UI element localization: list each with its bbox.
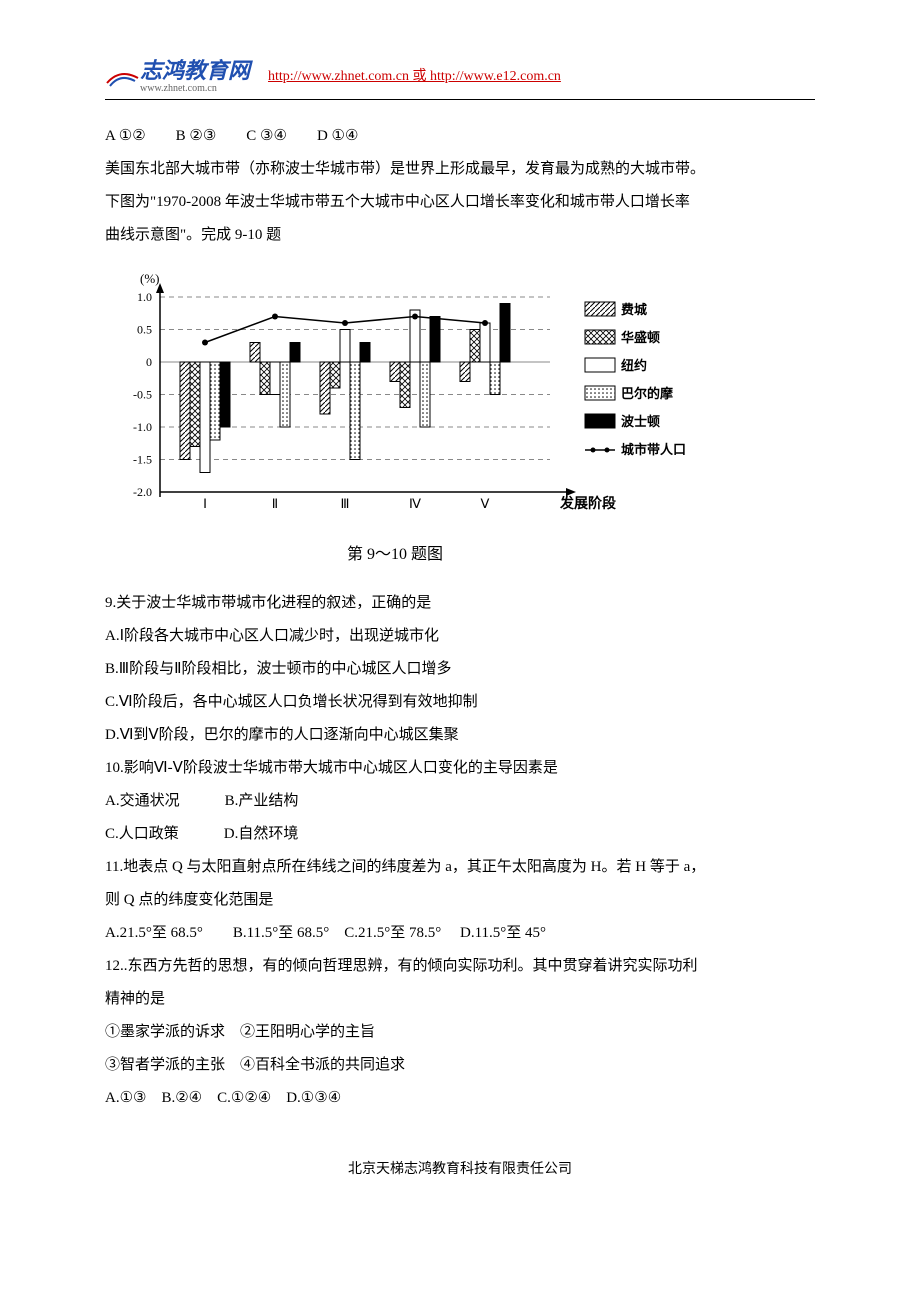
- text-line: B.Ⅲ阶段与Ⅱ阶段相比，波士顿市的中心城区人口增多: [105, 653, 815, 686]
- chart-svg: (%) 1.0 0.5 0 -0.5 -1.0 -1.5 -2.0 Ⅰ Ⅱ Ⅲ Ⅳ Ⅴ 发展阶段 费城华盛顿…: [105, 267, 685, 527]
- svg-text:-2.0: -2.0: [133, 485, 152, 499]
- text-line: C.Ⅵ阶段后，各中心城区人口负增长状况得到有效地抑制: [105, 686, 815, 719]
- svg-text:-1.5: -1.5: [133, 453, 152, 467]
- svg-text:城市带人口增长率曲线: 城市带人口增长率曲线: [621, 442, 685, 457]
- text-line: A.交通状况 B.产业结构: [105, 785, 815, 818]
- text-line: 11.地表点 Q 与太阳直射点所在纬线之间的纬度差为 a，其正午太阳高度为 H。…: [105, 851, 815, 884]
- text-line: 10.影响Ⅵ-Ⅴ阶段波士华城市带大城市中心城区人口变化的主导因素是: [105, 752, 815, 785]
- svg-text:波士顿: 波士顿: [621, 414, 660, 429]
- text-line: D.Ⅵ到Ⅴ阶段，巴尔的摩市的人口逐渐向中心城区集聚: [105, 719, 815, 752]
- text-line: A ①② B ②③ C ③④ D ①④: [105, 120, 815, 153]
- svg-text:Ⅳ: Ⅳ: [409, 496, 421, 511]
- text-line: 精神的是: [105, 983, 815, 1016]
- svg-text:1.0: 1.0: [137, 290, 152, 304]
- svg-text:0.5: 0.5: [137, 323, 152, 337]
- text-line: 12..东西方先哲的思想，有的倾向哲理思辨，有的倾向实际功利。其中贯穿着讲究实际…: [105, 950, 815, 983]
- document-content: A ①② B ②③ C ③④ D ①④ 美国东北部大城市带（亦称波士华城市带）是…: [105, 120, 815, 1115]
- svg-text:Ⅲ: Ⅲ: [341, 496, 350, 511]
- header-divider: [105, 99, 815, 100]
- text-line: A.Ⅰ阶段各大城市中心区人口减少时，出现逆城市化: [105, 620, 815, 653]
- text-line: A.21.5°至 68.5° B.11.5°至 68.5° C.21.5°至 7…: [105, 917, 815, 950]
- chart-caption: 第 9～10 题图: [105, 537, 685, 572]
- text-line: 9.关于波士华城市带城市化进程的叙述，正确的是: [105, 587, 815, 620]
- chart-block: (%) 1.0 0.5 0 -0.5 -1.0 -1.5 -2.0 Ⅰ Ⅱ Ⅲ Ⅳ Ⅴ 发展阶段 费城华盛顿…: [105, 267, 815, 572]
- text-line: 美国东北部大城市带（亦称波士华城市带）是世界上形成最早，发育最为成熟的大城市带。: [105, 153, 815, 186]
- svg-text:-1.0: -1.0: [133, 420, 152, 434]
- svg-text:纽约: 纽约: [621, 358, 647, 373]
- svg-text:费城: 费城: [621, 302, 647, 317]
- logo: 志鸿教育网 www.zhnet.com.cn: [105, 60, 250, 94]
- text-line: 下图为"1970-2008 年波士华城市带五个大城市中心区人口增长率变化和城市带…: [105, 186, 815, 219]
- text-line: ①墨家学派的诉求 ②王阳明心学的主旨: [105, 1016, 815, 1049]
- logo-sub-text: www.zhnet.com.cn: [140, 84, 250, 94]
- svg-text:Ⅴ: Ⅴ: [481, 496, 490, 511]
- text-line: A.①③ B.②④ C.①②④ D.①③④: [105, 1082, 815, 1115]
- footer-text: 北京天梯志鸿教育科技有限责任公司: [105, 1155, 815, 1186]
- header-logo-area: 志鸿教育网 www.zhnet.com.cn http://www.zhnet.…: [105, 60, 815, 94]
- header-url[interactable]: http://www.zhnet.com.cn 或 http://www.e12…: [268, 62, 561, 93]
- text-line: 则 Q 点的纬度变化范围是: [105, 884, 815, 917]
- svg-text:巴尔的摩: 巴尔的摩: [621, 386, 674, 401]
- svg-text:(%): (%): [140, 271, 160, 286]
- svg-text:华盛顿: 华盛顿: [621, 330, 660, 345]
- logo-swoosh-icon: [105, 68, 140, 88]
- svg-text:发展阶段: 发展阶段: [559, 495, 616, 512]
- logo-main-text: 志鸿教育网: [140, 60, 250, 82]
- svg-text:-0.5: -0.5: [133, 388, 152, 402]
- text-line: 曲线示意图"。完成 9-10 题: [105, 219, 815, 252]
- svg-text:Ⅰ: Ⅰ: [203, 496, 207, 511]
- text-line: C.人口政策 D.自然环境: [105, 818, 815, 851]
- text-line: ③智者学派的主张 ④百科全书派的共同追求: [105, 1049, 815, 1082]
- svg-text:0: 0: [146, 355, 152, 369]
- svg-text:Ⅱ: Ⅱ: [272, 496, 278, 511]
